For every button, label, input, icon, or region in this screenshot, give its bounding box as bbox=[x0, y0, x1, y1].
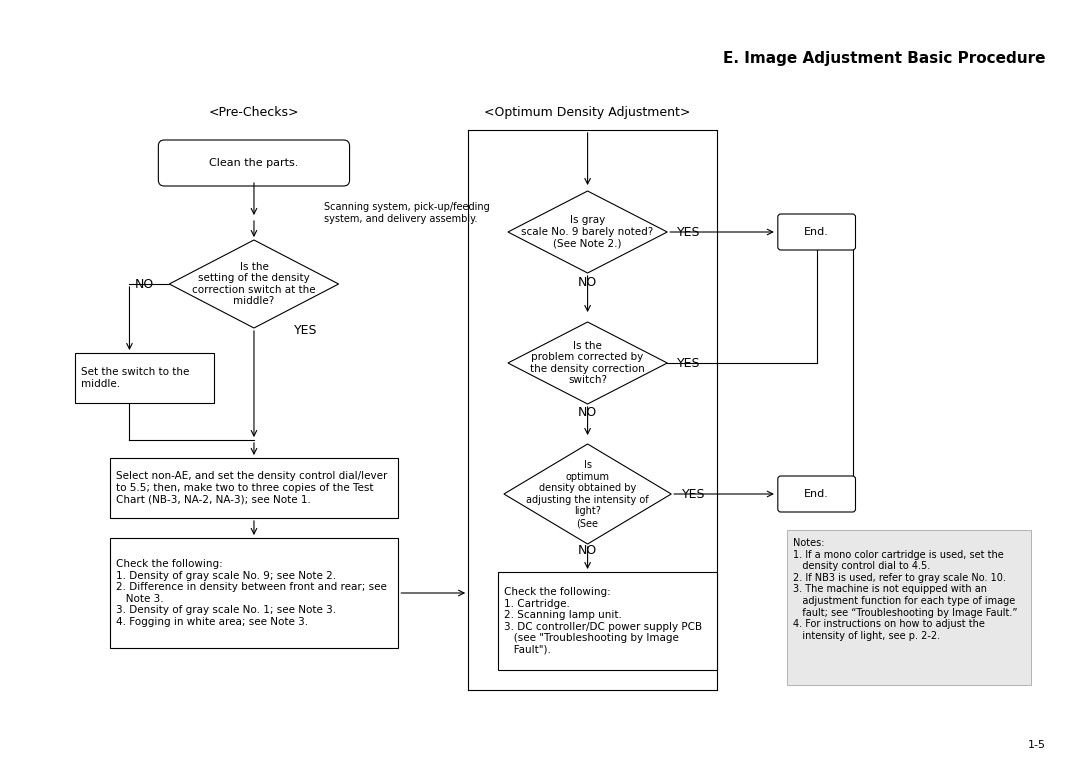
Text: End.: End. bbox=[805, 489, 829, 499]
Text: Is the
setting of the density
correction switch at the
middle?: Is the setting of the density correction… bbox=[192, 262, 315, 307]
Text: E. Image Adjustment Basic Procedure: E. Image Adjustment Basic Procedure bbox=[724, 50, 1045, 66]
FancyBboxPatch shape bbox=[787, 530, 1030, 685]
Bar bbox=[75, 353, 214, 403]
Text: Is gray
scale No. 9 barely noted?
(See Note 2.): Is gray scale No. 9 barely noted? (See N… bbox=[522, 215, 653, 249]
Polygon shape bbox=[504, 444, 672, 544]
Text: <Pre-Checks>: <Pre-Checks> bbox=[208, 105, 299, 118]
Text: Notes:
1. If a mono color cartridge is used, set the
   density control dial to : Notes: 1. If a mono color cartridge is u… bbox=[793, 538, 1017, 641]
Text: Clean the parts.: Clean the parts. bbox=[210, 158, 299, 168]
Text: Select non-AE, and set the density control dial/lever
to 5.5; then, make two to : Select non-AE, and set the density contr… bbox=[116, 472, 387, 504]
Text: NO: NO bbox=[578, 405, 597, 418]
Text: <Optimum Density Adjustment>: <Optimum Density Adjustment> bbox=[485, 105, 691, 118]
Text: End.: End. bbox=[805, 227, 829, 237]
FancyBboxPatch shape bbox=[778, 214, 855, 250]
Bar bbox=[498, 572, 717, 670]
Text: 1-5: 1-5 bbox=[1028, 740, 1045, 750]
Polygon shape bbox=[170, 240, 339, 328]
Text: YES: YES bbox=[683, 488, 705, 501]
Text: Set the switch to the
middle.: Set the switch to the middle. bbox=[81, 367, 189, 389]
FancyBboxPatch shape bbox=[159, 140, 350, 186]
Text: NO: NO bbox=[578, 275, 597, 288]
Text: Check the following:
1. Density of gray scale No. 9; see Note 2.
2. Difference i: Check the following: 1. Density of gray … bbox=[116, 559, 387, 627]
Text: Check the following:
1. Cartridge.
2. Scanning lamp unit.
3. DC controller/DC po: Check the following: 1. Cartridge. 2. Sc… bbox=[504, 587, 702, 655]
Text: YES: YES bbox=[294, 324, 318, 336]
Polygon shape bbox=[508, 191, 667, 273]
Polygon shape bbox=[508, 322, 667, 404]
FancyBboxPatch shape bbox=[778, 476, 855, 512]
Text: YES: YES bbox=[677, 226, 701, 239]
Text: YES: YES bbox=[677, 356, 701, 369]
Bar bbox=[109, 538, 399, 648]
Text: Is
optimum
density obtained by
adjusting the intensity of
light?
(See: Is optimum density obtained by adjusting… bbox=[526, 460, 649, 528]
Text: Scanning system, pick-up/feeding
system, and delivery assembly.: Scanning system, pick-up/feeding system,… bbox=[324, 202, 489, 224]
Bar bbox=[109, 458, 399, 518]
Text: Is the
problem corrected by
the density correction
switch?: Is the problem corrected by the density … bbox=[530, 340, 645, 385]
Text: NO: NO bbox=[578, 543, 597, 556]
Text: NO: NO bbox=[135, 278, 154, 291]
